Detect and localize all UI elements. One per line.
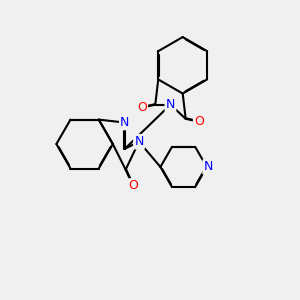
Text: N: N <box>134 135 144 148</box>
Text: O: O <box>128 179 138 193</box>
Text: O: O <box>137 101 147 114</box>
Text: N: N <box>204 160 213 173</box>
Text: N: N <box>166 98 175 111</box>
Text: O: O <box>194 115 204 128</box>
Text: N: N <box>120 116 130 129</box>
